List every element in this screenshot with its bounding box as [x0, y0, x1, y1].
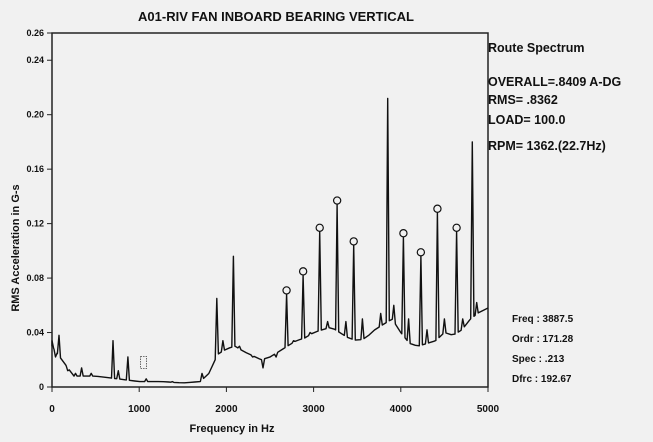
x-axis: 0 1000 2000 3000 4000 5000 [49, 387, 500, 415]
cursor-marker [140, 356, 147, 369]
plot-frame [51, 32, 489, 388]
chart-title: A01-RIV FAN INBOARD BEARING VERTICAL [138, 9, 414, 24]
dfrc-readout: Dfrc : 192.67 [512, 374, 572, 385]
freq-readout: Freq : 3887.5 [512, 314, 574, 325]
overall-value: OVERALL=.8409 A-DG [488, 75, 622, 89]
peak-marker [433, 204, 442, 213]
x-tick-label: 5000 [477, 404, 500, 415]
spec-readout: Spec : .213 [512, 354, 565, 365]
x-tick-label: 3000 [302, 404, 325, 415]
spectrum-line [51, 97, 489, 384]
y-tick-label: 0.12 [26, 219, 44, 229]
y-tick-label: 0.24 [26, 55, 44, 65]
peak-marker [349, 237, 358, 246]
x-tick-label: 4000 [390, 404, 413, 415]
x-tick-label: 2000 [215, 404, 238, 415]
rpm-value: RPM= 1362.(22.7Hz) [488, 139, 606, 153]
load-value: LOAD= 100.0 [488, 113, 566, 127]
peak-marker [416, 248, 426, 257]
y-tick-label: 0.08 [26, 273, 44, 283]
peak-marker [452, 223, 461, 232]
y-tick-label: 0 [39, 382, 44, 392]
y-axis: 0 0.04 0.08 0.12 0.16 0.20 0.24 0.26 [26, 28, 52, 392]
peak-marker [298, 267, 308, 276]
peak-marker [399, 229, 408, 238]
y-tick-label: 0.26 [26, 28, 44, 38]
peak-marker [282, 286, 291, 295]
x-axis-label: Frequency in Hz [190, 423, 275, 435]
y-tick-label: 0.20 [26, 110, 44, 120]
rms-value: RMS= .8362 [488, 93, 558, 107]
y-tick-label: 0.04 [26, 328, 44, 338]
cursor-readout: Freq : 3887.5 Ordr : 171.28 Spec : .213 … [512, 310, 573, 390]
route-spectrum-title: Route Spectrum [488, 41, 585, 55]
peak-marker [332, 196, 342, 205]
x-tick-label: 0 [49, 404, 55, 415]
x-tick-label: 1000 [128, 404, 151, 415]
spectrum-series [51, 97, 489, 384]
order-readout: Ordr : 171.28 [512, 334, 574, 345]
y-tick-label: 0.16 [26, 164, 44, 174]
info-panel: Route Spectrum OVERALL=.8409 A-DG RMS= .… [488, 37, 621, 157]
peak-markers [140, 196, 461, 369]
peak-marker [315, 223, 324, 232]
y-axis-label: RMS Acceleration in G-s [10, 184, 22, 311]
